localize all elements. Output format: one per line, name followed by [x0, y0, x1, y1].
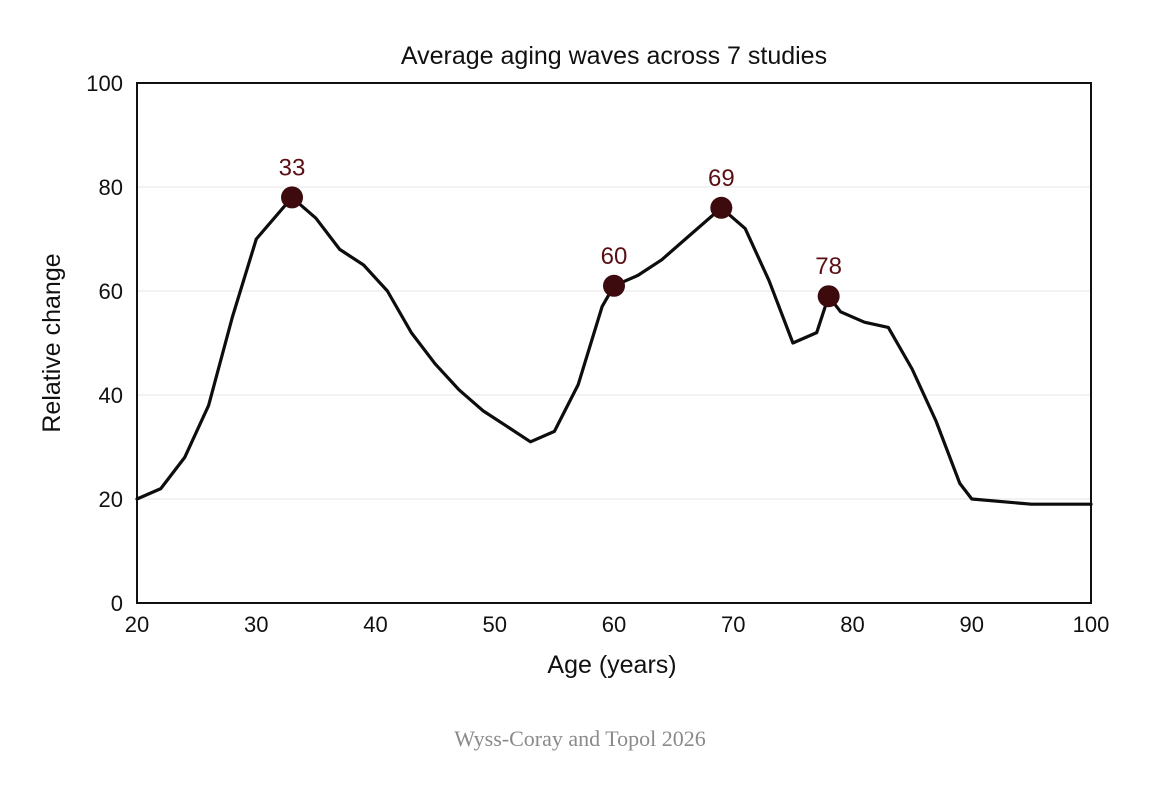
- y-tick-labels: 0 20 40 60 80 100: [86, 71, 123, 616]
- aging-waves-chart: Average aging waves across 7 studies 20 3…: [38, 42, 1110, 679]
- y-tick-label: 0: [111, 591, 123, 616]
- peak-label-78: 78: [815, 253, 842, 280]
- x-axis-label: Age (years): [547, 651, 676, 679]
- x-tick-label: 90: [960, 612, 984, 637]
- y-tick-label: 60: [99, 279, 123, 304]
- x-tick-label: 80: [840, 612, 864, 637]
- peak-markers: 33 60 69 78: [279, 154, 842, 308]
- peak-marker-60: [603, 274, 625, 297]
- y-tick-label: 40: [99, 383, 123, 408]
- y-axis-label: Relative change: [38, 253, 66, 432]
- y-tick-label: 20: [99, 487, 123, 512]
- x-tick-label: 70: [721, 612, 745, 637]
- peak-marker-69: [710, 196, 733, 219]
- chart-container: Average aging waves across 7 studies 20 3…: [38, 42, 1110, 679]
- peak-label-69: 69: [708, 165, 735, 192]
- peak-label-33: 33: [279, 154, 306, 181]
- x-tick-label: 30: [244, 612, 268, 637]
- peak-marker-78: [817, 285, 840, 308]
- x-tick-label: 40: [363, 612, 387, 637]
- x-tick-label: 50: [483, 612, 507, 637]
- source-caption: Wyss-Coray and Topol 2026: [454, 726, 706, 751]
- peak-marker-33: [281, 186, 304, 209]
- chart-title: Average aging waves across 7 studies: [401, 42, 827, 70]
- x-tick-labels: 20 30 40 50 60 70 80 90 100: [125, 612, 1110, 637]
- x-tick-label: 100: [1073, 612, 1110, 637]
- y-tick-label: 80: [99, 175, 123, 200]
- x-tick-label: 20: [125, 612, 149, 637]
- y-tick-label: 100: [86, 71, 123, 96]
- peak-label-60: 60: [601, 243, 628, 270]
- plot-frame: [136, 82, 1092, 604]
- x-tick-label: 60: [602, 612, 626, 637]
